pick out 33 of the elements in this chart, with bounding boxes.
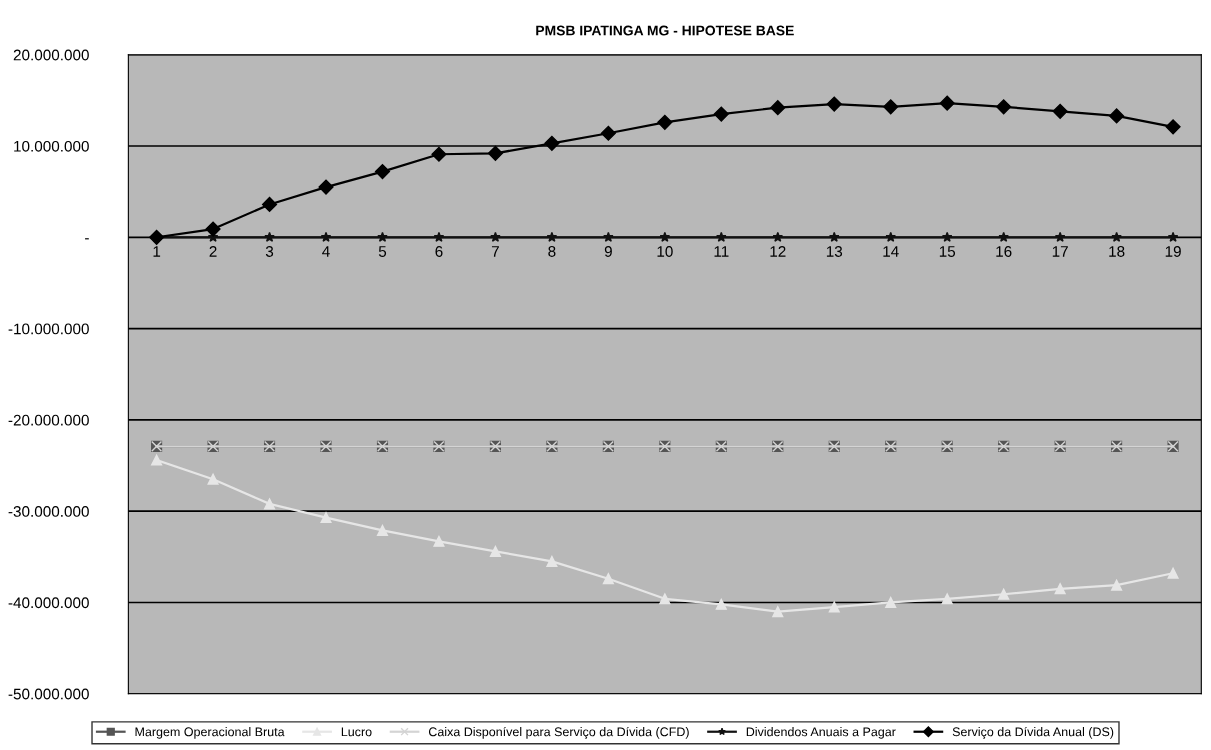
x-tick-label: 5: [378, 246, 387, 257]
y-tick-label: -: [85, 238, 89, 240]
y-tick-label: -30.000.000: [8, 506, 89, 517]
y-tick-label: -10.000.000: [8, 323, 89, 335]
x-tick-label: 13: [826, 246, 843, 257]
x-tick-label: 16: [996, 246, 1012, 257]
legend-label: Dividendos Anuais a Pagar: [746, 727, 896, 739]
legend-label: Serviço da Dívida Anual (DS): [952, 726, 1114, 739]
x-tick-label: 7: [491, 246, 499, 257]
x-tick-label: 10: [657, 246, 673, 257]
x-tick-label: 8: [548, 246, 556, 257]
y-tick-label: -40.000.000: [8, 597, 89, 609]
x-tick-label: 2: [209, 246, 217, 257]
x-tick-label: 3: [265, 246, 274, 257]
x-tick-label: 11: [714, 246, 729, 257]
x-tick-label: 4: [322, 246, 330, 257]
y-tick-label: 10.000.000: [14, 140, 89, 152]
x-tick-label: 14: [883, 246, 899, 257]
legend-label: Lucro: [341, 727, 372, 737]
y-tick-label: -20.000.000: [8, 414, 89, 426]
y-tick-label: 20.000.000: [13, 49, 89, 61]
x-tick-label: 17: [1052, 246, 1068, 257]
x-tick-label: 9: [604, 246, 612, 257]
x-tick-label: 6: [435, 246, 443, 257]
x-tick-label: 12: [770, 246, 786, 257]
y-tick-label: -50.000.000: [8, 688, 89, 700]
x-tick-label: 19: [1165, 246, 1181, 257]
x-tick-label: 18: [1109, 246, 1125, 257]
chart-title: PMSB IPATINGA MG - HIPOTESE BASE: [536, 25, 794, 36]
legend-label: Caixa Disponível para Serviço da Dívida (CFD): [428, 726, 689, 739]
x-tick-label: 15: [939, 246, 956, 257]
legend-label: Margem Operacional Bruta: [135, 727, 285, 739]
x-tick-label: 1: [153, 246, 161, 257]
